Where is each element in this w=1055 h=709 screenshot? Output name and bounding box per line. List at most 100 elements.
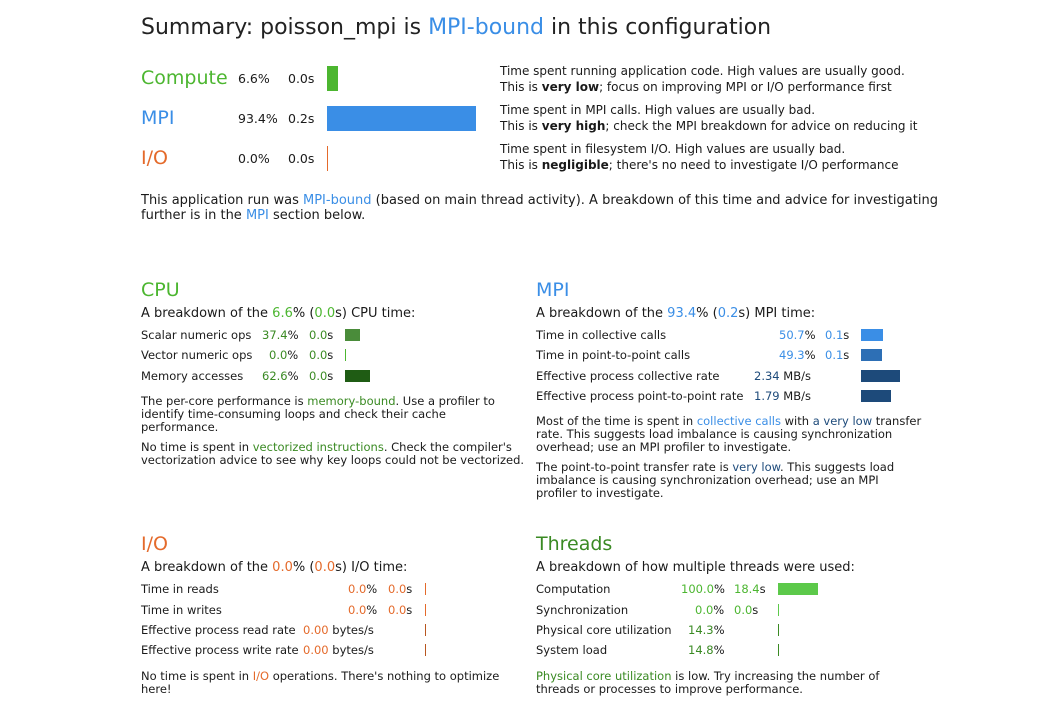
summary-compute-pct: 6.6% (238, 71, 270, 86)
mpi-row-rate: 2.34 MB/s (754, 369, 811, 383)
cpu-bar-memory (345, 370, 370, 382)
mpi-bar-collective-rate (861, 370, 900, 382)
io-row-time: 0.0s (388, 582, 413, 596)
mpi-bound-link[interactable]: MPI-bound (303, 193, 372, 208)
very-low-p2p-link[interactable]: very low (732, 460, 780, 474)
cpu-note1-line3: performance. (141, 420, 219, 434)
mpi-row-label: Time in point-to-point calls (536, 348, 691, 362)
mpi-note2-line2: imbalance is causing synchronization ove… (536, 473, 879, 487)
summary-mpi-desc2: This is very high; check the MPI breakdo… (500, 119, 918, 133)
threads-row-pct: 14.8% (688, 643, 725, 657)
threads-row-label: System load (536, 643, 608, 657)
threads-intro: A breakdown of how multiple threads were… (536, 560, 855, 575)
summary-io-desc2: This is negligible; there's no need to i… (500, 158, 899, 172)
threads-bar-core-util (778, 624, 779, 636)
threads-row-pct: 0.0% (695, 603, 725, 617)
summary-mpi-pct: 93.4% (238, 111, 278, 126)
summary-mpi-bar (327, 106, 476, 131)
cpu-intro: A breakdown of the 6.6% (0.0s) CPU time: (141, 306, 416, 321)
threads-note-line2: threads or processes to improve performa… (536, 682, 803, 696)
cpu-bar-scalar (345, 329, 360, 341)
mpi-row-time: 0.1s (825, 328, 850, 342)
io-link[interactable]: I/O (252, 669, 270, 683)
cpu-row-pct: 62.6% (262, 369, 299, 383)
io-bar-writes (425, 604, 426, 616)
mpi-intro: A breakdown of the 93.4% (0.2s) MPI time… (536, 306, 816, 321)
mpi-row-pct: 49.3% (779, 348, 816, 362)
mpi-bar-p2p-rate (861, 390, 891, 402)
cpu-row-time: 0.0s (309, 348, 334, 362)
cpu-row-label: Scalar numeric ops (141, 328, 252, 342)
threads-row-label: Synchronization (536, 603, 629, 617)
io-note-line1: No time is spent in I/O operations. Ther… (141, 669, 500, 683)
cpu-heading: CPU (141, 279, 180, 301)
io-row-label: Effective process write rate (141, 643, 299, 657)
io-bar-reads (425, 583, 426, 595)
cpu-note2-line1: No time is spent in vectorized instructi… (141, 440, 512, 454)
summary-mpi-label: MPI (141, 107, 175, 129)
mpi-row-pct: 50.7% (779, 328, 816, 342)
io-row-pct: 0.0% (348, 603, 378, 617)
cpu-row-pct: 0.0% (269, 348, 299, 362)
title-bound-link[interactable]: MPI-bound (428, 15, 545, 40)
io-row-time: 0.0s (388, 603, 413, 617)
physical-core-utilization-link[interactable]: Physical core utilization (536, 669, 672, 683)
cpu-row-label: Memory accesses (141, 369, 244, 383)
threads-row-label: Physical core utilization (536, 623, 672, 637)
summary-io-label: I/O (141, 147, 168, 169)
io-row-rate: 0.00 bytes/s (303, 623, 374, 637)
threads-row-time: 0.0s (734, 603, 759, 617)
cpu-row-time: 0.0s (309, 369, 334, 383)
io-bar-write-rate (425, 644, 426, 656)
summary-compute-desc2: This is very low; focus on improving MPI… (500, 80, 892, 94)
mpi-bar-p2p (861, 349, 882, 361)
threads-note-line1: Physical core utilization is low. Try in… (536, 669, 880, 683)
mpi-section-link[interactable]: MPI (245, 208, 269, 223)
io-row-rate: 0.00 bytes/s (303, 643, 374, 657)
mpi-row-label: Effective process point-to-point rate (536, 389, 744, 403)
mpi-heading: MPI (536, 279, 570, 301)
threads-heading: Threads (536, 533, 613, 555)
mpi-row-time: 0.1s (825, 348, 850, 362)
threads-row-label: Computation (536, 582, 611, 596)
mpi-bar-collective (861, 329, 883, 341)
mpi-note2-line3: profiler to investigate. (536, 486, 664, 500)
cpu-row-label: Vector numeric ops (141, 348, 253, 362)
mpi-row-rate: 1.79 MB/s (754, 389, 811, 403)
io-bar-read-rate (425, 624, 426, 636)
mpi-note2-line1: The point-to-point transfer rate is very… (536, 460, 895, 474)
threads-row-pct: 100.0% (681, 582, 725, 596)
io-row-label: Time in reads (141, 582, 219, 596)
vectorized-instructions-link[interactable]: vectorized instructions (252, 440, 384, 454)
summary-io-pct: 0.0% (238, 151, 270, 166)
cpu-row-time: 0.0s (309, 328, 334, 342)
summary-io-time: 0.0s (288, 151, 315, 166)
io-intro: A breakdown of the 0.0% (0.0s) I/O time: (141, 560, 408, 575)
mpi-note1-line2: rate. This suggests load imbalance is ca… (536, 427, 893, 441)
io-note-line2: here! (141, 682, 172, 696)
summary-paragraph: This application run was MPI-bound (base… (141, 193, 938, 208)
summary-mpi-desc1: Time spent in MPI calls. High values are… (500, 103, 816, 117)
io-row-label: Effective process read rate (141, 623, 296, 637)
summary-compute-time: 0.0s (288, 71, 315, 86)
summary-compute-label: Compute (141, 67, 228, 89)
memory-bound-link[interactable]: memory-bound (307, 394, 396, 408)
mpi-note1-line3: overhead; use an MPI profiler to investi… (536, 440, 792, 454)
cpu-note1-line2: identify time-consuming loops and check … (141, 407, 446, 421)
cpu-note1-line1: The per-core performance is memory-bound… (141, 394, 495, 408)
cpu-note2-line2: vectorization advice to see why key loop… (141, 453, 525, 467)
threads-bar-system-load (778, 644, 779, 656)
very-low-link[interactable]: a very low (812, 414, 873, 428)
page-title: Summary: poisson_mpi is MPI-bound in thi… (141, 15, 772, 40)
summary-paragraph-line2: further is in the MPI section below. (141, 208, 366, 223)
summary-compute-bar (327, 66, 338, 91)
summary-compute-desc1: Time spent running application code. Hig… (500, 64, 905, 78)
threads-row-time: 18.4s (734, 582, 766, 596)
threads-row-pct: 14.3% (688, 623, 725, 637)
mpi-row-label: Time in collective calls (536, 328, 667, 342)
collective-calls-link[interactable]: collective calls (696, 414, 781, 428)
threads-bar-sync (778, 604, 779, 616)
cpu-bar-vector (345, 349, 346, 361)
threads-bar-computation (778, 583, 818, 595)
cpu-row-pct: 37.4% (262, 328, 299, 342)
